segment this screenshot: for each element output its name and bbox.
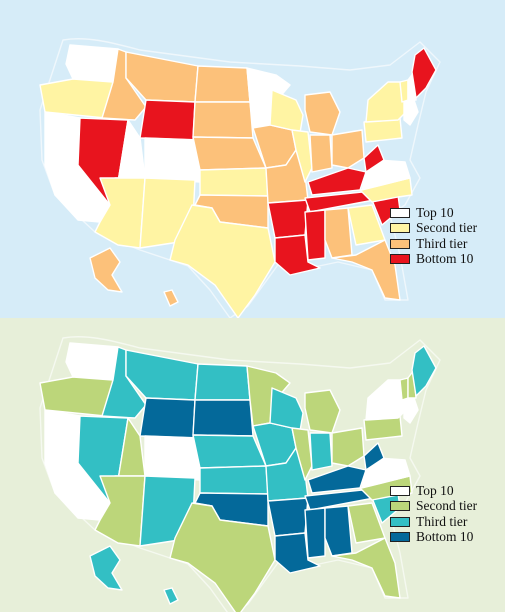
state-wv: [363, 442, 385, 471]
state-in: [309, 432, 333, 471]
state-co: [144, 137, 201, 183]
legend-label: Top 10: [416, 204, 454, 220]
map-panel-bottom: Top 10 Second tier Third tier Bottom 10: [0, 318, 505, 612]
state-sd: [192, 101, 254, 139]
state-ks: [199, 465, 269, 495]
state-me: [411, 47, 437, 99]
state-al: [324, 207, 353, 259]
state-sd: [192, 399, 254, 437]
legend-swatch: [390, 223, 410, 234]
state-fl: [331, 239, 401, 301]
state-wi: [269, 89, 304, 134]
legend-swatch: [390, 532, 410, 543]
legend-item-top-10: Top 10: [390, 483, 477, 499]
state-hi: [163, 289, 179, 307]
legend-item-third-tier: Third tier: [390, 236, 477, 252]
state-la: [274, 234, 321, 276]
us-map-bottom: [39, 336, 441, 612]
state-tx: [169, 204, 276, 318]
legend-item-second-tier: Second tier: [390, 498, 478, 515]
state-ne-coast: [403, 99, 419, 126]
state-il: [291, 427, 313, 481]
state-ar: [267, 497, 309, 537]
state-ak: [89, 247, 123, 293]
state-vt: [399, 79, 409, 103]
state-wv: [363, 144, 385, 173]
state-nd: [194, 363, 251, 401]
state-mi: [304, 91, 341, 136]
state-ne: [192, 434, 267, 469]
state-al: [324, 505, 353, 557]
legend-label: Top 10: [416, 482, 454, 498]
legend-item-bottom-10: Bottom 10: [390, 529, 477, 546]
us-map-top: [39, 38, 441, 318]
state-ky: [307, 167, 367, 196]
legend-item-top-10: Top 10: [390, 205, 477, 221]
state-mi: [304, 389, 341, 434]
state-tx: [169, 502, 276, 612]
map-panel-top: Top 10 Second tier Third tier Bottom 10: [0, 0, 505, 318]
state-oh: [331, 129, 365, 169]
state-or: [39, 376, 114, 417]
legend-swatch: [390, 254, 410, 265]
legend-label: Third tier: [416, 235, 468, 251]
legend-swatch: [390, 207, 410, 218]
state-fl: [331, 537, 401, 599]
state-il: [291, 129, 313, 183]
state-ks: [199, 167, 269, 197]
state-oh: [331, 427, 365, 467]
state-ne: [192, 136, 267, 171]
state-vt: [399, 377, 409, 401]
states-group: [39, 336, 441, 612]
legend-bottom: Top 10 Second tier Third tier Bottom 10: [390, 483, 477, 545]
state-wa: [65, 342, 119, 381]
legend-label: Third tier: [416, 513, 468, 529]
state-or: [39, 78, 114, 119]
state-wi: [269, 387, 304, 432]
state-ar: [267, 199, 309, 239]
legend-swatch: [390, 501, 410, 512]
legend-item-third-tier: Third tier: [390, 514, 477, 530]
states-group: [39, 38, 441, 318]
legend-label: Bottom 10: [416, 529, 474, 545]
state-wy: [139, 99, 196, 141]
state-co: [144, 435, 201, 481]
legend-swatch: [390, 485, 410, 496]
coastline: [39, 336, 441, 612]
state-ne-coast: [403, 397, 419, 424]
state-ms: [304, 209, 326, 261]
legend-item-second-tier: Second tier: [390, 220, 478, 237]
state-me: [411, 345, 437, 397]
legend-swatch: [390, 238, 410, 249]
coastline: [39, 38, 441, 318]
legend-label: Second tier: [416, 498, 478, 514]
state-hi: [163, 587, 179, 605]
legend-label: Bottom 10: [416, 251, 474, 267]
state-wa: [65, 44, 119, 83]
state-ms: [304, 507, 326, 559]
state-ky: [307, 465, 367, 494]
legend-swatch: [390, 516, 410, 527]
state-in: [309, 134, 333, 173]
state-wy: [139, 397, 196, 439]
legend-top: Top 10 Second tier Third tier Bottom 10: [390, 205, 477, 267]
state-nd: [194, 65, 251, 103]
state-ak: [89, 545, 123, 591]
state-la: [274, 532, 321, 574]
legend-label: Second tier: [416, 220, 478, 236]
legend-item-bottom-10: Bottom 10: [390, 251, 477, 268]
